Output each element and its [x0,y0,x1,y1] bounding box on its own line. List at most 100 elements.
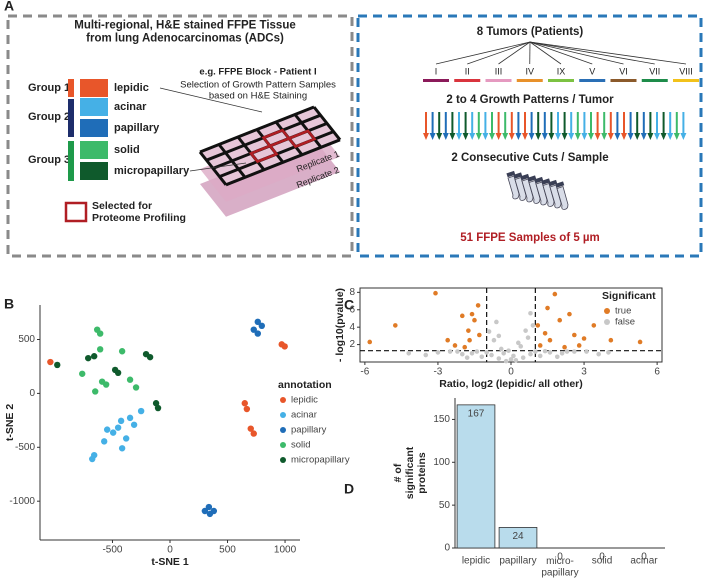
tumor-bar [423,79,449,82]
tube [556,185,569,210]
point [114,424,122,431]
panel-label: D [344,481,354,497]
tube-cap [513,172,523,179]
y-tick-label: -1000 [9,496,35,507]
arrow-head [515,133,522,140]
point [547,350,553,355]
arrow-head [541,133,548,140]
point [501,350,506,356]
point [435,350,441,355]
arrow-head [673,133,680,140]
x-tick-label: 3 [581,367,587,378]
point [114,369,122,377]
point [201,507,209,515]
legend-swatch [604,319,610,325]
group-label: Group 1 [28,82,70,94]
y-tick-label: -500 [15,442,35,453]
point [498,346,504,352]
pattern-swatch [80,141,108,159]
arrow-head [449,133,456,140]
point [535,323,541,328]
legend-label: acinar [291,410,317,421]
point [247,425,254,432]
point [102,381,110,388]
arrow-head [423,133,429,140]
tube [521,178,534,203]
tumor-label: VI [619,66,628,76]
arrow-head [462,133,469,140]
pattern-label: papillary [114,122,160,134]
selected-key [64,201,88,223]
pattern-swatch [80,79,108,97]
pattern-swatch [80,119,108,137]
y-tick-label: 4 [349,322,355,333]
point [90,353,98,360]
tube-cap [555,181,565,188]
point [254,318,261,326]
point [54,361,61,369]
point [477,332,482,338]
y-tick-label: 0 [444,543,450,554]
legend-swatch [280,442,286,448]
arrow-head [489,133,495,140]
point [205,503,213,511]
value-label: 24 [512,531,524,542]
y-tick-label: 0 [29,388,35,399]
legend-swatch [280,412,286,418]
point [464,355,470,360]
tube [514,176,527,201]
left-frame [6,14,354,258]
arrow-head [548,133,555,140]
arrow-head [634,133,641,140]
y-axis-label: # ofsignificantproteins [392,446,428,499]
x-axis-label: Ratio, log2 (lepidic/ all other) [439,378,583,390]
x-tick-label: -3 [433,367,442,378]
tube-cap [527,175,537,182]
x-tick-label: -6 [360,367,369,378]
point [85,354,92,362]
group-bar [68,79,74,97]
block-grid [225,138,341,187]
x-tick-label: 0 [508,367,514,378]
y-axis-label: t-SNE 2 [4,404,16,442]
arrow-head [495,133,502,140]
pattern-swatch [80,98,108,116]
tumor-label: IV [525,66,534,76]
panel-label: B [4,296,14,312]
point [258,322,266,330]
point [572,332,577,338]
x-tick-label: micro-papillary [541,556,578,578]
point [559,350,565,356]
tumor-label: I [435,66,438,76]
point [537,343,543,348]
bar [498,527,538,549]
arrow-head [508,133,515,140]
legend-label: papillary [291,425,327,436]
arrow-head [654,133,660,140]
point [96,346,104,353]
point [542,348,548,354]
arrow-head [522,133,528,140]
tube [549,184,562,209]
pattern-swatch [80,162,108,180]
point [472,317,477,323]
point [496,333,502,339]
arrow-head [660,133,667,140]
arrow-head [475,133,482,140]
legend-swatch [280,397,286,403]
point [520,355,526,360]
arrow-head [561,133,568,140]
x-tick-label: 0 [167,545,173,556]
arrow-head [535,133,542,140]
selected-note: Selected for Proteome Profiling [92,200,186,224]
point [118,348,126,355]
arrow-head [574,133,581,140]
x-tick-label: -500 [102,545,122,556]
legend-swatch [280,427,286,433]
arrow-head [607,133,614,140]
right-frame [356,14,703,258]
point [393,323,398,328]
point [581,336,587,341]
legend-label: solid [291,440,311,451]
